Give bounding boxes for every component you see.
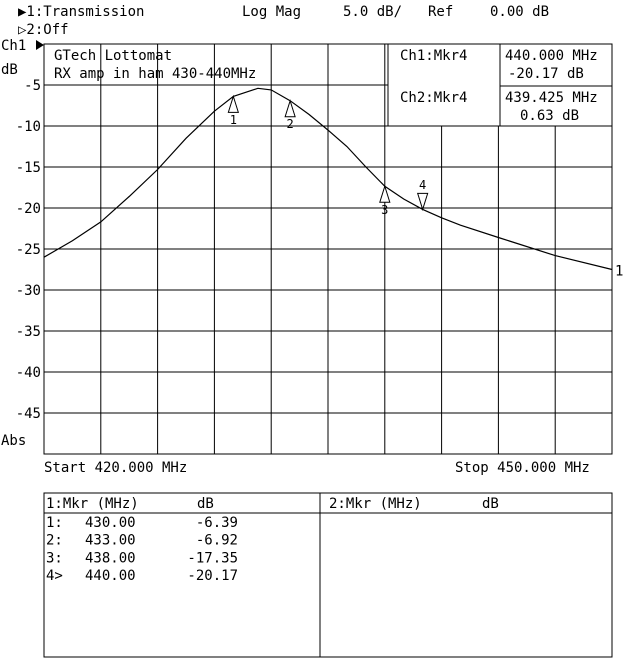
- annotation-line: RX amp in ham 430-440MHz: [54, 66, 256, 82]
- table-frame: [43, 492, 613, 658]
- y-tick-label: -40: [16, 365, 41, 381]
- y-tick-label: -15: [16, 160, 41, 176]
- ref-value: 0.00 dB: [490, 4, 549, 20]
- marker: [379, 184, 391, 203]
- unit-label: dB: [1, 62, 18, 78]
- format-label: Log Mag: [242, 4, 301, 20]
- ref-label: Ref: [428, 4, 453, 20]
- y-tick-label: -5: [24, 78, 41, 94]
- readout-freq: 439.425 MHz: [505, 90, 598, 106]
- channel-arrow: [36, 40, 44, 50]
- y-tick-label: -45: [16, 406, 41, 422]
- row-label: 3:: [46, 550, 63, 566]
- row-value: -20.17: [187, 568, 238, 584]
- row-value: -6.39: [196, 515, 238, 531]
- stop-label: Stop 450.000 MHz: [455, 460, 590, 476]
- y-tick-label: -10: [16, 119, 41, 135]
- marker: [416, 192, 429, 212]
- readout-freq: 440.000 MHz: [505, 48, 598, 64]
- row-value: -17.35: [187, 550, 238, 566]
- row-label: 1:: [46, 515, 63, 531]
- table-header: 2:Mkr (MHz): [329, 496, 422, 512]
- row-value: -6.92: [196, 533, 238, 549]
- row-freq: 430.00: [85, 515, 136, 531]
- channel2-label: ▷2:Off: [18, 22, 69, 38]
- marker-label: 4: [419, 178, 426, 192]
- y-tick-label: -30: [16, 283, 41, 299]
- marker-table: 1:Mkr (MHz) dB 2:Mkr (MHz) dB 1: 430.00 -6…: [43, 492, 613, 658]
- y-tick-label: -20: [16, 201, 41, 217]
- readout-value: 0.63 dB: [520, 108, 579, 124]
- marker: [284, 99, 296, 118]
- marker-label: 2: [287, 117, 294, 131]
- annotation: GTech Lottomat RX amp in ham 430-440MHz: [54, 48, 256, 82]
- marker: [227, 94, 240, 113]
- channel1-label: ▶1:Transmission: [18, 4, 144, 20]
- table-header: dB: [482, 496, 499, 512]
- readout-ch1: Ch1:Mkr4: [400, 48, 467, 64]
- annotation-line: GTech Lottomat: [54, 48, 172, 64]
- trace-label: 1: [615, 264, 623, 280]
- y-tick-label: -35: [16, 324, 41, 340]
- table-header: dB: [197, 496, 214, 512]
- trace: [43, 87, 613, 271]
- scale-label: 5.0 dB/: [343, 4, 402, 20]
- abs-label: Abs: [1, 433, 26, 449]
- row-label: 4>: [46, 568, 63, 584]
- marker-label: 3: [381, 203, 388, 217]
- channel-label: Ch1: [1, 38, 26, 54]
- table-header: 1:Mkr (MHz): [46, 496, 139, 512]
- row-freq: 440.00: [85, 568, 136, 584]
- y-tick-label: -25: [16, 242, 41, 258]
- row-freq: 433.00: [85, 533, 136, 549]
- marker-readout: Ch1:Mkr4 440.000 MHz -20.17 dB Ch2:Mkr4 …: [387, 43, 613, 127]
- row-label: 2:: [46, 533, 63, 549]
- marker-label: 1: [230, 113, 237, 127]
- readout-ch2: Ch2:Mkr4: [400, 90, 467, 106]
- start-label: Start 420.000 MHz: [44, 460, 187, 476]
- readout-value: -20.17 dB: [508, 66, 584, 82]
- row-freq: 438.00: [85, 550, 136, 566]
